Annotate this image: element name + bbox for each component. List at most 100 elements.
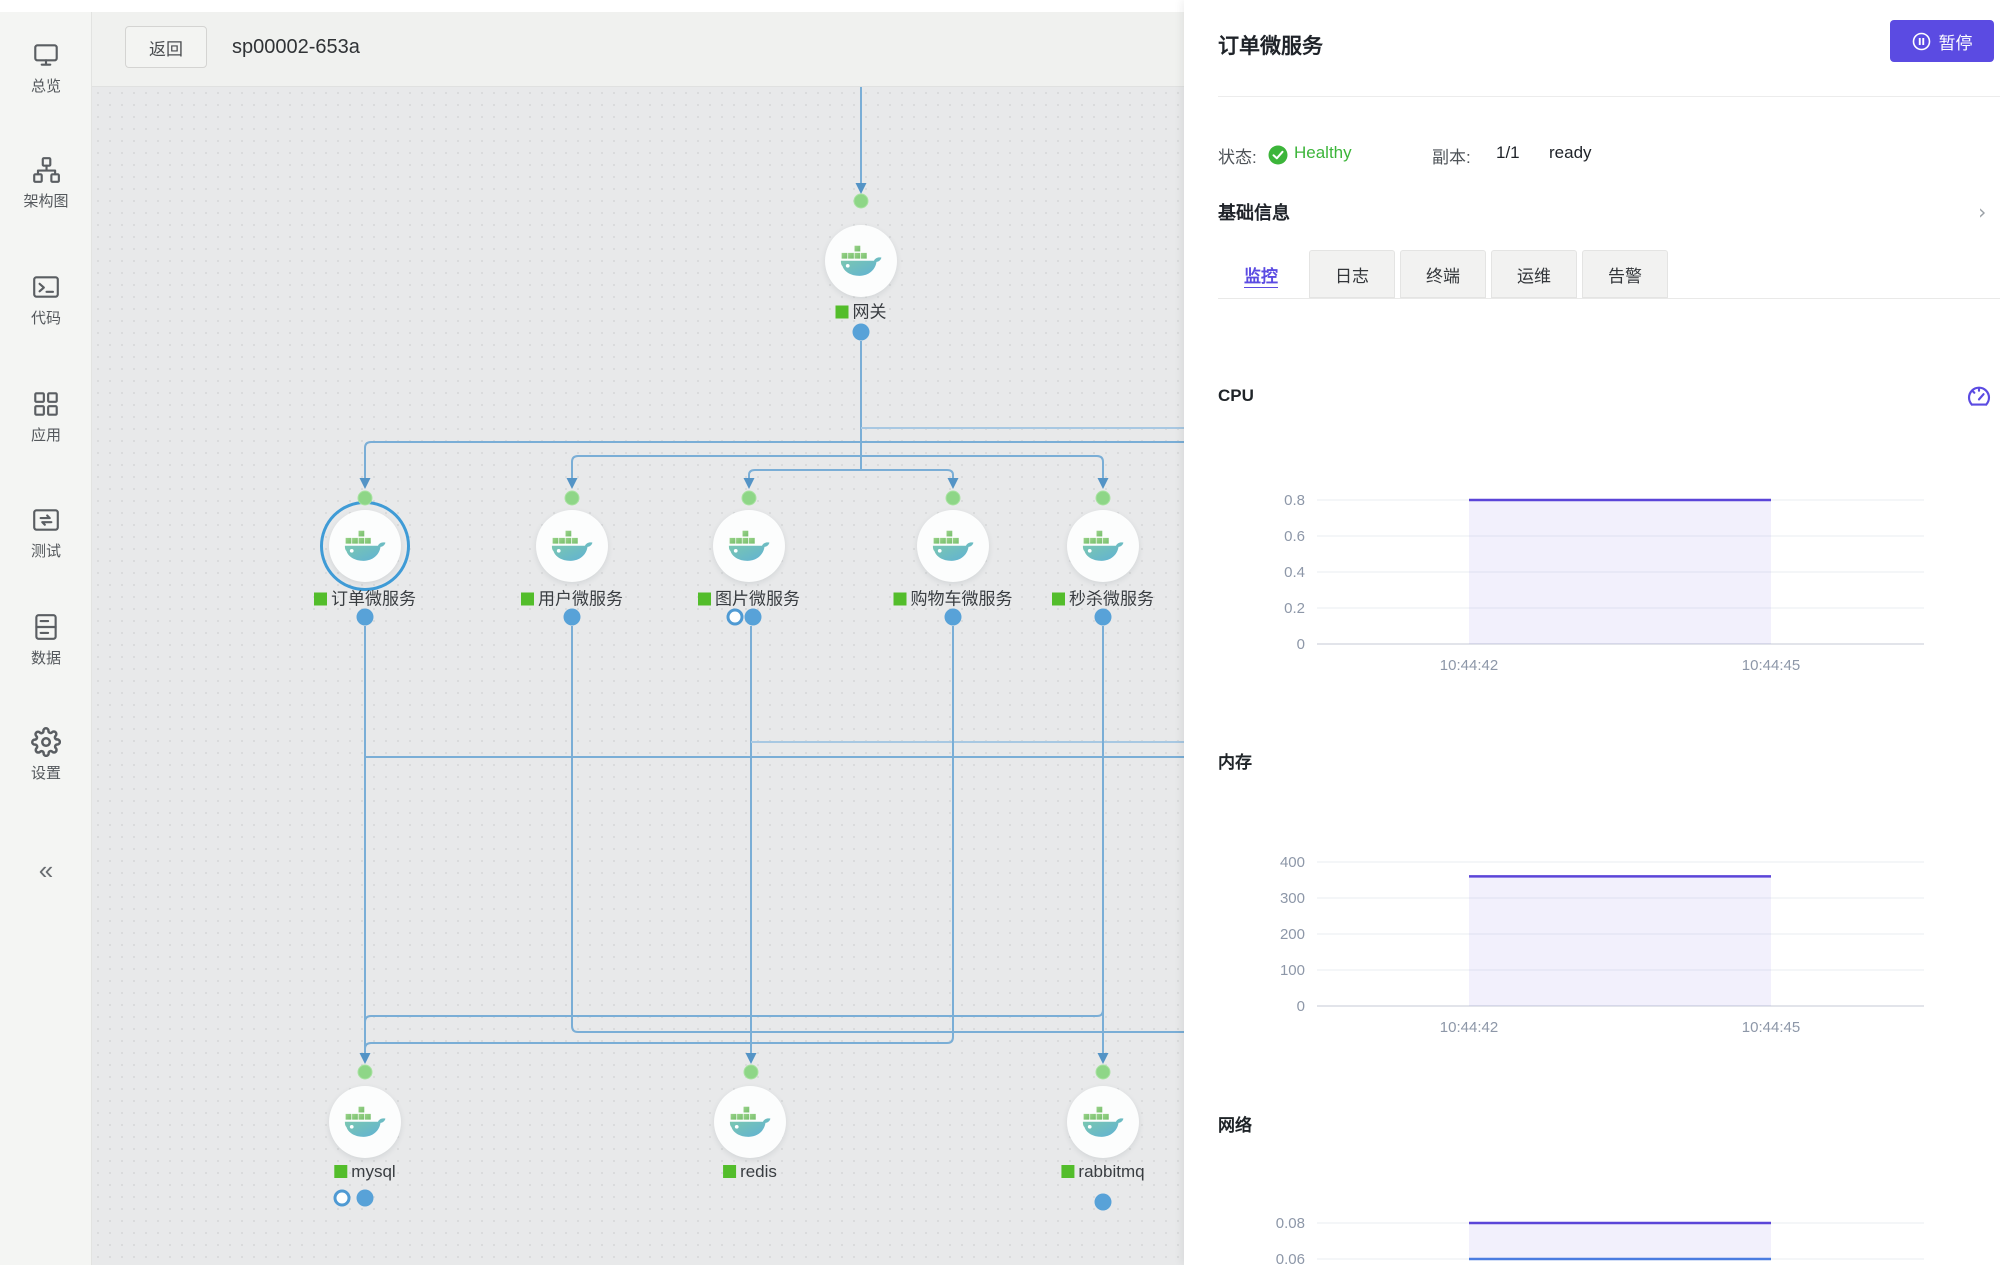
gauge-icon[interactable] (1966, 384, 1992, 410)
edge-layer (359, 87, 1184, 1064)
input-port-rabbitmq[interactable] (1095, 1064, 1111, 1080)
output-port-image-service[interactable] (744, 608, 762, 626)
tab-terminal[interactable]: 终端 (1400, 250, 1486, 298)
output-port-gateway[interactable] (852, 323, 870, 341)
sidebar-item-architecture[interactable]: 架构图 (0, 155, 92, 211)
port-hollow-image-service[interactable] (726, 608, 744, 626)
chart-1: 400 300 200 100 0 10:44:42 10:44:45 (1280, 854, 1924, 1036)
topbar: 返回 sp00002-653a (92, 12, 1184, 87)
svg-text:400: 400 (1280, 854, 1305, 871)
sidebar-item-overview[interactable]: 总览 (0, 40, 92, 96)
input-port-user-service[interactable] (564, 490, 580, 506)
status-square-icon (334, 1165, 348, 1178)
edge (364, 626, 954, 1050)
input-port-gateway[interactable] (853, 193, 869, 209)
tab-operations[interactable]: 运维 (1491, 250, 1577, 298)
edge-arrow (1097, 478, 1109, 489)
sidebar-item-apps[interactable]: 应用 (0, 389, 92, 445)
sidebar-item-test[interactable]: 测试 (0, 505, 92, 561)
chart-title-1: 内存 (1218, 753, 1252, 772)
tab-bar: 监控 日志 终端 运维 告警 (1218, 250, 2000, 299)
edge-arrow (566, 478, 578, 489)
node-label-redis: redis (723, 1162, 777, 1182)
input-port-cart-service[interactable] (945, 490, 961, 506)
status-label: 状态: (1218, 148, 1257, 167)
chart-0: 0.8 0.6 0.4 0.2 0 10:44:42 10:44:45 (1284, 492, 1924, 674)
edge (571, 455, 1104, 478)
edge-arrow (745, 1053, 757, 1064)
docker-whale-icon (1080, 1106, 1126, 1139)
basic-info-label: 基础信息 (1218, 203, 1290, 223)
output-port-mysql[interactable] (356, 1189, 374, 1207)
svg-text:100: 100 (1280, 962, 1305, 979)
tab-monitoring[interactable]: 监控 (1218, 250, 1304, 298)
pause-icon (1912, 32, 1930, 50)
node-cart-service[interactable] (917, 510, 989, 582)
architecture-canvas[interactable]: 网关 订单微服务 用户微服务 图片微服务 购物车微服务 秒杀微服务 mysql redis ra… (92, 87, 1184, 1265)
node-label-gateway: 网关 (835, 298, 887, 323)
input-port-order-service[interactable] (357, 490, 373, 506)
status-square-icon (698, 592, 711, 606)
output-port-rabbitmq[interactable] (1094, 1193, 1112, 1211)
output-port-user-service[interactable] (563, 608, 581, 626)
output-port-cart-service[interactable] (944, 608, 962, 626)
node-seckill-service[interactable] (1067, 510, 1139, 582)
docker-whale-icon (727, 1106, 773, 1139)
panel-title: 订单微服务 (1218, 35, 1323, 58)
node-rabbitmq[interactable] (1067, 1086, 1139, 1158)
sidebar-item-code[interactable]: 代码 (0, 272, 92, 328)
node-label-rabbitmq: rabbitmq (1061, 1162, 1145, 1182)
pause-button[interactable]: 暂停 (1890, 20, 1994, 62)
sidebar-item-label: 应用 (30, 427, 61, 444)
back-button[interactable]: 返回 (125, 26, 207, 68)
node-label-order-service: 订单微服务 (314, 585, 416, 610)
input-port-mysql[interactable] (357, 1064, 373, 1080)
svg-text:0.6: 0.6 (1284, 528, 1305, 545)
status-square-icon (723, 1165, 737, 1178)
port-hollow-mysql[interactable] (333, 1189, 351, 1207)
sidebar-item-data[interactable]: 数据 (0, 612, 92, 668)
node-order-service[interactable] (329, 510, 401, 582)
sidebar-item-label: 总览 (30, 78, 61, 95)
input-port-seckill-service[interactable] (1095, 490, 1111, 506)
svg-text:0.8: 0.8 (1284, 492, 1305, 509)
node-user-service[interactable] (536, 510, 608, 582)
sidebar-item-settings[interactable]: 设置 (0, 727, 92, 783)
svg-text:300: 300 (1280, 890, 1305, 907)
sidebar-item-label: 数据 (30, 650, 61, 667)
docker-whale-icon (838, 245, 884, 278)
docker-whale-icon (549, 530, 595, 563)
database-icon (35, 614, 57, 640)
node-image-service[interactable] (713, 510, 785, 582)
sidebar-collapse-icon[interactable]: « (38, 855, 54, 885)
output-port-seckill-service[interactable] (1094, 608, 1112, 626)
input-port-redis[interactable] (743, 1064, 759, 1080)
tab-alerts[interactable]: 告警 (1582, 250, 1668, 298)
service-detail-panel: 订单微服务 暂停 状态: Healthy 副本: 1/1 ready 基础信息 … (1184, 0, 2000, 1265)
edge-arrow (743, 478, 755, 489)
pause-button-label: 暂停 (1938, 33, 1973, 53)
status-square-icon (835, 305, 849, 319)
tab-logs[interactable]: 日志 (1309, 250, 1395, 298)
input-port-image-service[interactable] (741, 490, 757, 506)
svg-text:0.4: 0.4 (1284, 564, 1305, 581)
replicas-label: 副本: (1432, 148, 1471, 167)
svg-text:10:44:45: 10:44:45 (1742, 657, 1800, 674)
node-redis[interactable] (714, 1086, 786, 1158)
status-square-icon (1052, 592, 1065, 606)
svg-text:10:44:45: 10:44:45 (1742, 1019, 1800, 1036)
edge-arrow (359, 478, 371, 489)
chart-2: 0.08 0.06 (1276, 1215, 1924, 1265)
svg-text:0: 0 (1297, 636, 1305, 653)
terminal-icon (33, 276, 59, 298)
edge-arrow (855, 183, 867, 194)
gear-icon (31, 727, 61, 757)
chart-title-0: CPU (1218, 386, 1254, 405)
output-port-order-service[interactable] (356, 608, 374, 626)
basic-info-row[interactable]: 基础信息 › (1218, 198, 1988, 226)
docker-whale-icon (342, 1106, 388, 1139)
status-square-icon (893, 592, 907, 606)
node-mysql[interactable] (329, 1086, 401, 1158)
node-gateway[interactable] (825, 225, 897, 297)
